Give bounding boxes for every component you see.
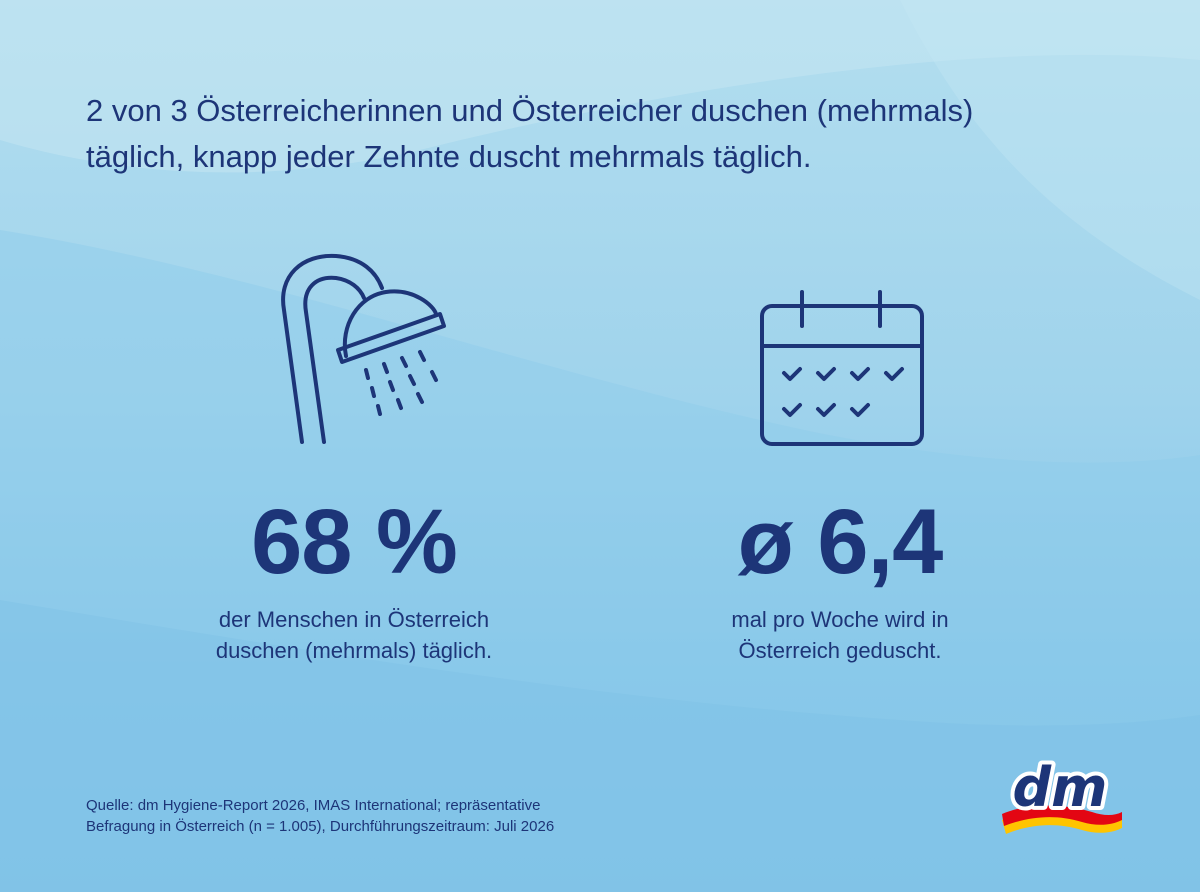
stat-value-showers-weekly: ø 6,4 [737, 491, 944, 593]
dm-logo-text: dm [1013, 756, 1108, 819]
stat-description-showers-weekly: mal pro Woche wird in Österreich gedusch… [620, 604, 1060, 666]
source-note: Quelle: dm Hygiene-Report 2026, IMAS Int… [86, 795, 554, 837]
headline: 2 von 3 Österreicherinnen und Österreich… [86, 88, 1086, 180]
dm-logo-outline: dm [1013, 756, 1108, 819]
stat-description-line: der Menschen in Österreich [218, 607, 490, 632]
headline-line-1: 2 von 3 Österreicherinnen und Österreich… [86, 93, 974, 128]
stat-description-line: duschen (mehrmals) täglich. [215, 638, 493, 663]
source-line-2: Befragung in Österreich (n = 1.005), Dur… [86, 818, 555, 835]
headline-line-2: täglich, knapp jeder Zehnte duscht mehrm… [86, 139, 812, 174]
dm-logo: dm dm [1002, 756, 1122, 834]
stat-description-showers-daily: der Menschen in Österreich duschen (mehr… [134, 604, 574, 666]
stat-description-line: Österreich geduscht. [738, 638, 942, 663]
source-line-1: Quelle: dm Hygiene-Report 2026, IMAS Int… [86, 797, 541, 814]
stat-description-line: mal pro Woche wird in [731, 607, 949, 632]
shower-icon [281, 253, 446, 444]
calendar-icon [760, 290, 924, 446]
stat-value-showers-daily: 68 % [251, 491, 458, 593]
